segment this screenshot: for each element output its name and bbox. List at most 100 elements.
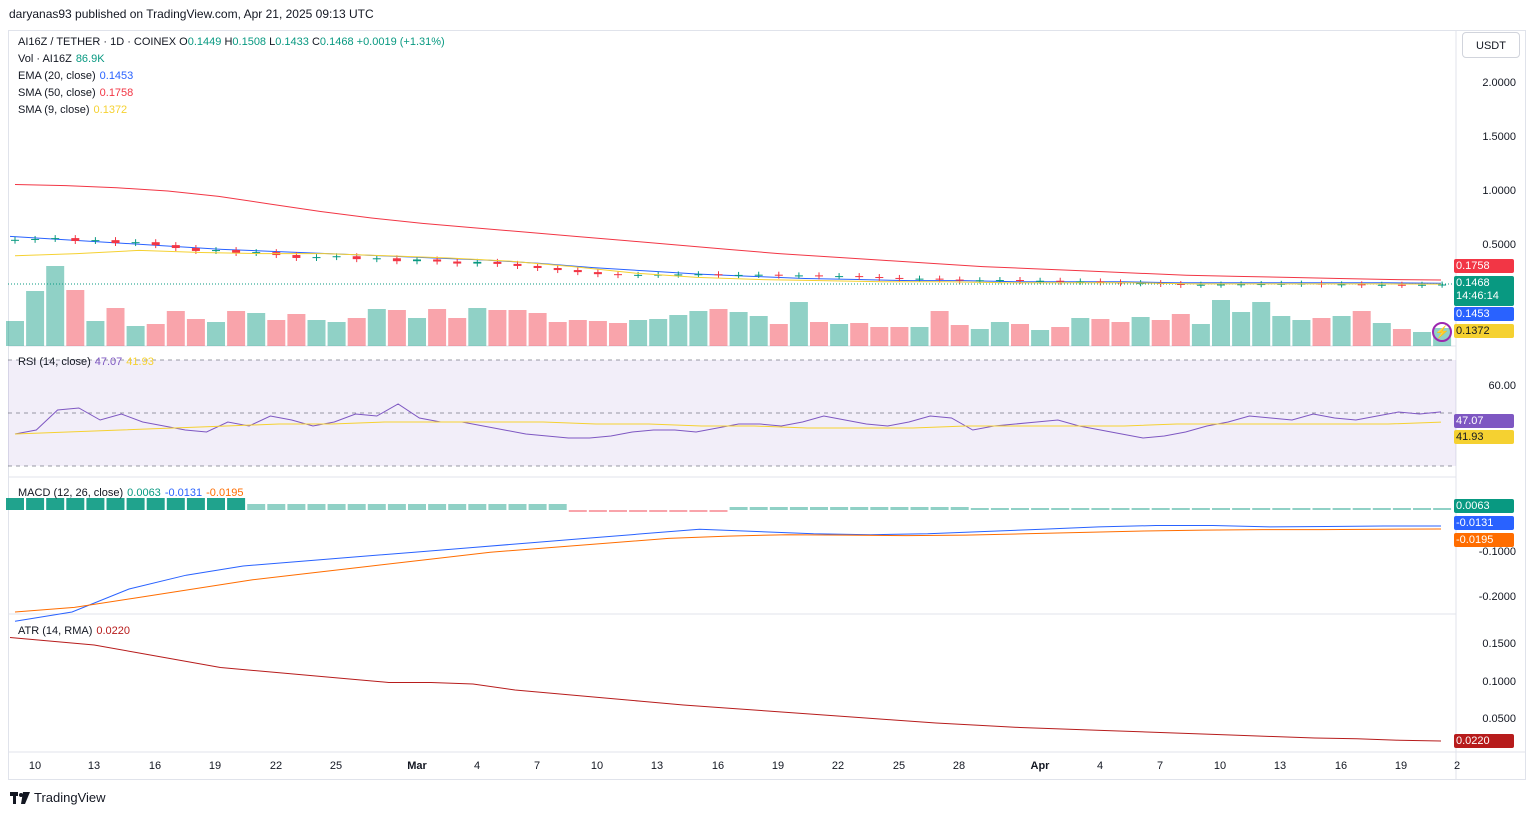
- volume-bar: [1312, 318, 1331, 346]
- candle-body: [593, 272, 602, 275]
- macd-histogram-bar: [1352, 508, 1371, 510]
- macd-histogram-bar: [1131, 508, 1150, 510]
- volume-bar: [267, 320, 286, 346]
- open-value: 0.1449: [187, 36, 222, 48]
- macd-histogram-bar: [950, 507, 969, 510]
- candle-body: [915, 278, 924, 280]
- low-label: L: [269, 36, 276, 48]
- candle-body: [794, 275, 803, 277]
- candle-body: [734, 274, 743, 276]
- macd-histogram-bar: [1212, 508, 1230, 510]
- symbol-name: AI16Z / TETHER · 1D · COINEX: [18, 36, 177, 48]
- candle-body: [232, 250, 241, 253]
- volume-bar: [629, 320, 648, 346]
- volume-bar: [66, 290, 85, 346]
- ema-legend[interactable]: EMA (20, close) 0.1453: [18, 70, 133, 82]
- volume-bar: [850, 323, 869, 346]
- brand-footer[interactable]: TradingView: [10, 790, 106, 805]
- volume-bar: [1212, 300, 1230, 346]
- macd-histogram-bar: [387, 504, 406, 510]
- volume-bar: [488, 310, 507, 346]
- candle-body: [413, 259, 421, 262]
- sma50-line: [14, 184, 1442, 281]
- candle-body: [473, 261, 482, 264]
- volume-bar: [387, 310, 406, 346]
- close-value: 0.1468: [319, 36, 354, 48]
- candle-body: [1438, 284, 1447, 286]
- volume-bar: [1131, 317, 1150, 346]
- rsi-legend[interactable]: RSI (14, close) 47.07 41.93: [18, 356, 154, 368]
- macd-histogram-bar: [649, 510, 668, 512]
- volume-bar: [649, 319, 668, 346]
- macd-histogram-bar: [850, 507, 869, 510]
- vol-legend[interactable]: Vol · AI16Z 86.9K: [18, 53, 105, 65]
- candle-body: [1196, 284, 1205, 286]
- macd-histogram-bar: [1292, 508, 1311, 510]
- volume-bar: [1232, 312, 1251, 346]
- volume-bar: [247, 313, 266, 346]
- ema-line: [9, 235, 1442, 284]
- candle-body: [714, 274, 723, 276]
- macd-histogram-bar: [66, 498, 85, 510]
- volume-bar: [769, 324, 788, 346]
- macd-axis-label: -0.2000: [1478, 591, 1516, 603]
- lightning-icon[interactable]: ⚡: [1432, 322, 1452, 342]
- volume-bar: [468, 308, 487, 346]
- macd-tag: -0.0131: [1454, 516, 1514, 530]
- volume-bar: [548, 322, 567, 346]
- rsi-value: 47.07: [94, 356, 123, 368]
- macd-histogram-bar: [890, 507, 909, 510]
- candle-body: [513, 263, 522, 266]
- sma9-legend[interactable]: SMA (9, close) 0.1372: [18, 104, 127, 116]
- candle-body: [1016, 280, 1024, 282]
- candle-body: [191, 248, 200, 251]
- volume-bar: [1252, 302, 1271, 346]
- volume-bar: [408, 318, 426, 346]
- macd-histogram-bar: [166, 498, 185, 510]
- macd-histogram-bar: [629, 510, 648, 512]
- candle-body: [614, 274, 622, 276]
- atr-axis-label: 0.1000: [1482, 676, 1516, 688]
- rsi-ma-value: 41.93: [126, 356, 154, 368]
- volume-bar: [528, 313, 547, 346]
- macd-histogram-bar: [86, 498, 105, 510]
- sma50-legend[interactable]: SMA (50, close) 0.1758: [18, 87, 133, 99]
- currency-button[interactable]: USDT: [1462, 32, 1520, 58]
- volume-bar: [568, 320, 587, 346]
- macd-histogram-bar: [669, 510, 688, 512]
- vol-value: 86.9K: [75, 53, 105, 65]
- candle-body: [1418, 284, 1426, 286]
- volume-bar: [870, 327, 889, 346]
- macd-histogram-bar: [789, 507, 808, 510]
- macd-histogram-bar: [106, 498, 125, 510]
- publish-header: daryanas93 published on TradingView.com,…: [9, 7, 374, 21]
- candle-body: [955, 279, 964, 281]
- volume-bar: [1151, 320, 1170, 346]
- volume-bar: [1392, 329, 1411, 346]
- rsi-axis-label: 60.00: [1488, 380, 1516, 392]
- atr-value: 0.0220: [96, 625, 131, 637]
- rsi-ma-tag: 41.93: [1454, 430, 1514, 444]
- macd-histogram-bar: [267, 504, 286, 510]
- volume-bar: [1272, 316, 1291, 346]
- macd-histogram-bar: [1433, 508, 1452, 510]
- volume-bar: [1031, 330, 1050, 346]
- macd-legend[interactable]: MACD (12, 26, close) 0.0063 -0.0131 -0.0195: [18, 487, 243, 499]
- macd-histogram-bar: [1151, 508, 1170, 510]
- macd-histogram-bar: [287, 504, 306, 510]
- time-axis-label: 10: [590, 760, 604, 772]
- candle-body: [51, 238, 60, 240]
- atr-legend[interactable]: ATR (14, RMA) 0.0220: [18, 625, 130, 637]
- candle-body: [171, 245, 180, 249]
- volume-bar: [428, 309, 447, 346]
- macd-histogram-bar: [408, 504, 426, 510]
- countdown-value: 14:46:14: [1456, 290, 1499, 302]
- volume-bar: [1191, 324, 1210, 346]
- candle-body: [453, 261, 462, 264]
- volume-bar: [830, 324, 849, 346]
- candle-body: [895, 277, 904, 279]
- volume-bar: [448, 318, 467, 346]
- time-axis-label: 10: [1213, 760, 1227, 772]
- volume-bar: [609, 323, 627, 346]
